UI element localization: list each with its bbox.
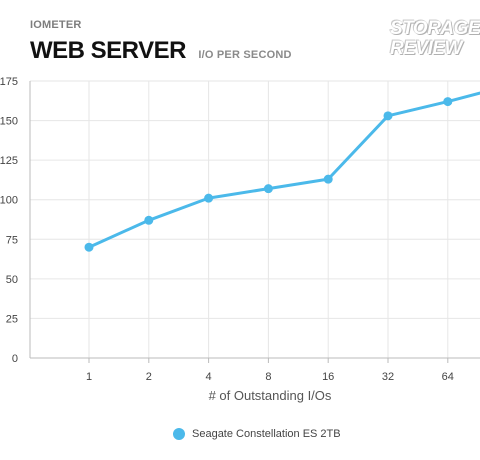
grid-lines bbox=[30, 80, 480, 358]
y-tick-label: 25 bbox=[6, 313, 18, 325]
legend-swatch bbox=[173, 428, 185, 440]
x-tick-label: 2 bbox=[146, 371, 152, 383]
y-axis-ticks: 0 25 50 75 100 125 150 175 bbox=[0, 76, 18, 365]
y-tick-label: 75 bbox=[6, 234, 18, 246]
y-tick-label: 150 bbox=[0, 116, 18, 128]
x-tick-label: 4 bbox=[206, 371, 212, 383]
legend-label: Seagate Constellation ES 2TB bbox=[192, 428, 341, 440]
x-tick-label: 64 bbox=[442, 371, 454, 383]
x-tick-label: 16 bbox=[322, 371, 334, 383]
logo-line-1: STORAGE bbox=[390, 18, 480, 39]
x-tick-label: 32 bbox=[382, 371, 394, 383]
axes bbox=[29, 81, 480, 363]
y-tick-label: 175 bbox=[0, 76, 18, 88]
chart-kicker: IOMETER bbox=[30, 19, 82, 31]
chart-subtitle: I/O PER SECOND bbox=[198, 49, 292, 61]
data-point bbox=[204, 193, 214, 203]
logo-line-2: REVIEW bbox=[390, 38, 462, 59]
y-tick-label: 50 bbox=[6, 274, 18, 286]
y-tick-label: 0 bbox=[12, 353, 18, 365]
data-point bbox=[383, 111, 393, 121]
series-group bbox=[84, 91, 480, 252]
x-axis-ticks: 1 2 4 8 16 32 64 bbox=[86, 371, 454, 383]
data-point bbox=[323, 174, 333, 184]
x-tick-label: 1 bbox=[86, 371, 92, 383]
data-point bbox=[263, 184, 273, 194]
storagereview-logo: STORAGE REVIEW bbox=[390, 18, 480, 68]
y-tick-label: 100 bbox=[0, 195, 18, 207]
data-point bbox=[443, 97, 453, 107]
x-axis-label: # of Outstanding I/Os bbox=[209, 388, 332, 403]
y-tick-label: 125 bbox=[0, 155, 18, 167]
series-line bbox=[87, 91, 480, 249]
legend: Seagate Constellation ES 2TB bbox=[173, 428, 341, 440]
x-tick-label: 8 bbox=[265, 371, 271, 383]
title-row: WEB SERVER I/O PER SECOND bbox=[30, 37, 292, 65]
chart-title: WEB SERVER bbox=[30, 37, 186, 64]
data-point bbox=[84, 242, 94, 252]
data-point bbox=[144, 215, 154, 225]
